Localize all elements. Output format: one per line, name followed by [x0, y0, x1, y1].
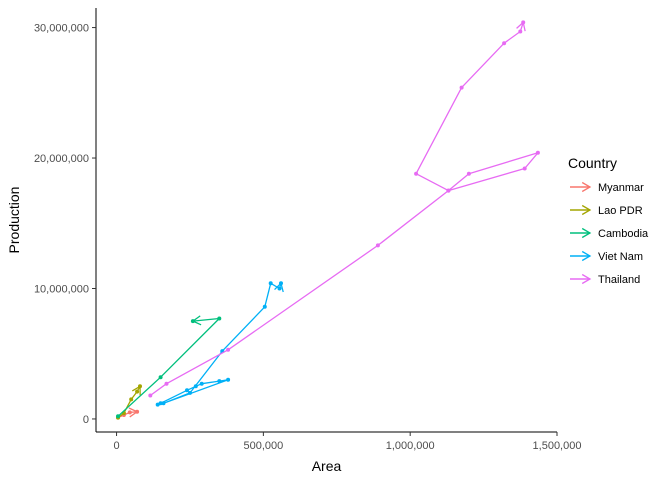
legend-key-arrowhead: [581, 227, 592, 239]
y-axis-ticks: 0 10,000,000 20,000,000 30,000,000: [34, 23, 96, 426]
legend-item: Lao PDR: [570, 204, 643, 217]
data-point: [459, 85, 464, 90]
plot-area: [116, 20, 540, 420]
data-point: [193, 384, 198, 389]
series-line: [117, 411, 138, 419]
data-point: [135, 389, 140, 394]
data-point: [127, 410, 132, 415]
legend-key-arrowhead: [581, 204, 592, 216]
data-point: [262, 304, 267, 309]
data-point: [188, 390, 192, 395]
data-point: [161, 401, 166, 406]
legend-label: Myanmar: [598, 182, 644, 194]
data-point: [217, 316, 222, 321]
legend-key-arrowhead: [581, 273, 592, 285]
legend: Country Myanmar Lao PDR Cambodia Viet Nam Th…: [568, 155, 649, 286]
x-tick-label: 500,000: [243, 440, 283, 452]
data-point: [226, 347, 231, 352]
data-point: [158, 401, 163, 406]
y-tick-label: 20,000,000: [34, 153, 89, 165]
legend-item: Viet Nam: [570, 250, 643, 263]
data-point: [522, 166, 527, 171]
series-arrowhead: [128, 407, 139, 418]
series-arrowhead: [516, 21, 526, 32]
x-axis-ticks: 0 500,000 1,000,000 1,500,000: [113, 432, 581, 452]
y-tick-label: 10,000,000: [34, 283, 89, 295]
y-tick-label: 0: [83, 414, 89, 426]
data-point: [446, 188, 451, 193]
legend-label: Viet Nam: [598, 251, 643, 263]
legend-item: Thailand: [570, 273, 640, 286]
data-point: [148, 393, 153, 398]
series-arrowhead: [131, 385, 141, 396]
x-tick-label: 1,500,000: [533, 440, 582, 452]
series-viet-nam: [155, 281, 284, 407]
series-arrowhead: [191, 315, 202, 326]
data-point: [502, 41, 507, 46]
series-cambodia: [116, 315, 222, 419]
x-tick-label: 0: [113, 440, 119, 452]
y-tick-label: 30,000,000: [34, 23, 89, 35]
data-point: [226, 377, 231, 382]
data-point: [129, 397, 134, 402]
axes: [95, 8, 557, 433]
data-point: [277, 286, 282, 291]
series-line: [157, 282, 282, 406]
data-point: [158, 375, 163, 380]
data-point: [466, 171, 471, 176]
x-axis-title: Area: [312, 458, 342, 474]
x-tick-label: 1,000,000: [386, 440, 435, 452]
legend-key-arrowhead: [581, 181, 592, 193]
data-point: [375, 243, 380, 248]
legend-item: Cambodia: [570, 227, 649, 240]
series-line: [117, 317, 220, 417]
legend-label: Lao PDR: [598, 205, 643, 217]
data-point: [164, 381, 169, 386]
legend-label: Cambodia: [598, 228, 649, 240]
legend-label: Thailand: [598, 274, 640, 286]
series-thailand: [148, 20, 540, 398]
data-point: [518, 29, 523, 34]
data-point: [185, 388, 189, 393]
y-axis-title: Production: [6, 187, 22, 254]
data-point: [116, 414, 120, 419]
data-point: [199, 381, 204, 386]
legend-title: Country: [568, 155, 617, 171]
data-point: [535, 150, 540, 155]
legend-item: Myanmar: [570, 181, 644, 194]
data-point: [414, 171, 419, 176]
legend-key-arrowhead: [581, 250, 592, 262]
data-point: [268, 281, 273, 286]
series-line: [149, 22, 539, 397]
data-point: [217, 379, 222, 384]
series-arrowhead: [274, 282, 284, 293]
